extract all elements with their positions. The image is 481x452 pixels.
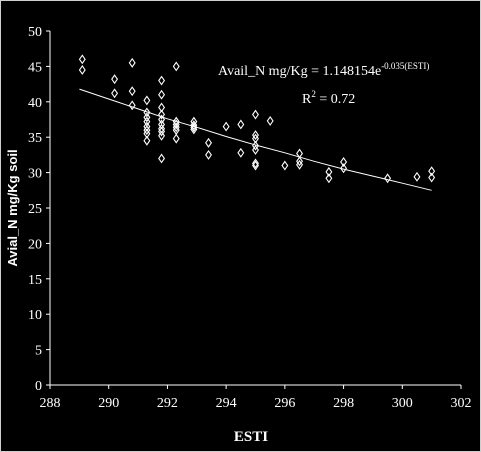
data-point <box>158 153 166 164</box>
equation-main: Avail_N mg/Kg = 1.148154e <box>218 64 381 79</box>
data-point <box>252 130 259 141</box>
data-point <box>172 133 180 144</box>
data-point <box>190 122 198 133</box>
data-point <box>296 156 304 167</box>
data-point <box>325 166 333 177</box>
data-point <box>252 144 259 155</box>
data-point <box>384 173 392 184</box>
data-point <box>190 120 198 131</box>
data-point <box>172 61 180 72</box>
data-point <box>158 89 166 100</box>
data-point <box>252 140 259 151</box>
y-tick-label: 20 <box>28 237 42 252</box>
r2-sup: 2 <box>311 89 316 99</box>
data-point <box>413 171 421 182</box>
data-points <box>78 54 436 184</box>
data-point <box>172 119 180 130</box>
x-tick-label: 298 <box>333 396 354 411</box>
data-point <box>158 109 166 120</box>
data-point <box>340 163 348 174</box>
data-point <box>111 88 119 99</box>
x-axis-label: ESTI <box>234 429 268 445</box>
y-tick-label: 15 <box>28 273 42 288</box>
data-point <box>78 64 86 75</box>
data-point <box>128 86 136 97</box>
data-point <box>205 137 212 148</box>
y-tick-label: 35 <box>28 131 42 146</box>
equation-exponent: -0.035(ESTI) <box>381 61 429 71</box>
data-point <box>340 157 348 167</box>
data-point <box>237 119 245 130</box>
r-squared-annotation: R2 = 0.72 <box>302 89 355 107</box>
y-tick-label: 50 <box>28 25 42 40</box>
data-point <box>252 158 259 169</box>
x-tick-label: 294 <box>216 396 237 411</box>
y-tick-label: 10 <box>28 308 42 323</box>
data-point <box>143 107 151 118</box>
r2-value: = 0.72 <box>316 92 355 107</box>
x-tick-label: 292 <box>157 396 178 411</box>
equation-annotation: Avail_N mg/Kg = 1.148154e-0.035(ESTI) <box>218 61 429 79</box>
y-tick-label: 45 <box>28 60 42 75</box>
data-point <box>128 100 136 111</box>
data-point <box>158 130 166 141</box>
data-point <box>172 122 180 133</box>
y-axis-label: Avial_N mg/Kg soil <box>5 149 20 266</box>
data-point <box>237 147 245 158</box>
x-tick-label: 300 <box>392 396 413 411</box>
data-point <box>296 159 304 170</box>
data-point <box>222 121 230 132</box>
y-tick-label: 40 <box>28 96 42 111</box>
y-tick-label: 25 <box>28 202 42 217</box>
ticks: 0 5 10 15 20 25 30 35 40 45 50 288 290 292 294 296 298 30… <box>28 25 472 411</box>
y-tick-label: 30 <box>28 167 42 182</box>
axes <box>49 31 461 386</box>
data-point <box>128 57 136 68</box>
data-point <box>158 75 166 86</box>
data-point <box>143 135 151 146</box>
data-point <box>143 125 151 136</box>
y-tick-label: 5 <box>35 344 42 359</box>
data-point <box>143 112 151 123</box>
x-tick-label: 296 <box>274 396 295 411</box>
data-point <box>111 74 119 85</box>
data-point <box>158 114 166 125</box>
data-point <box>428 166 436 177</box>
data-point <box>158 126 166 137</box>
x-tick-label: 290 <box>98 396 119 411</box>
data-point <box>205 149 212 160</box>
x-tick-label: 302 <box>451 396 472 411</box>
data-point <box>78 54 86 65</box>
y-tick-label: 0 <box>35 379 42 394</box>
data-point <box>172 125 180 136</box>
data-point <box>252 160 259 171</box>
data-point <box>143 95 151 106</box>
data-point <box>428 172 436 183</box>
r2-main: R <box>302 92 312 107</box>
data-point <box>325 173 333 184</box>
data-point <box>281 160 289 171</box>
x-tick-label: 288 <box>40 396 61 411</box>
data-point <box>252 109 259 120</box>
data-point <box>266 115 274 126</box>
data-point <box>190 124 198 135</box>
